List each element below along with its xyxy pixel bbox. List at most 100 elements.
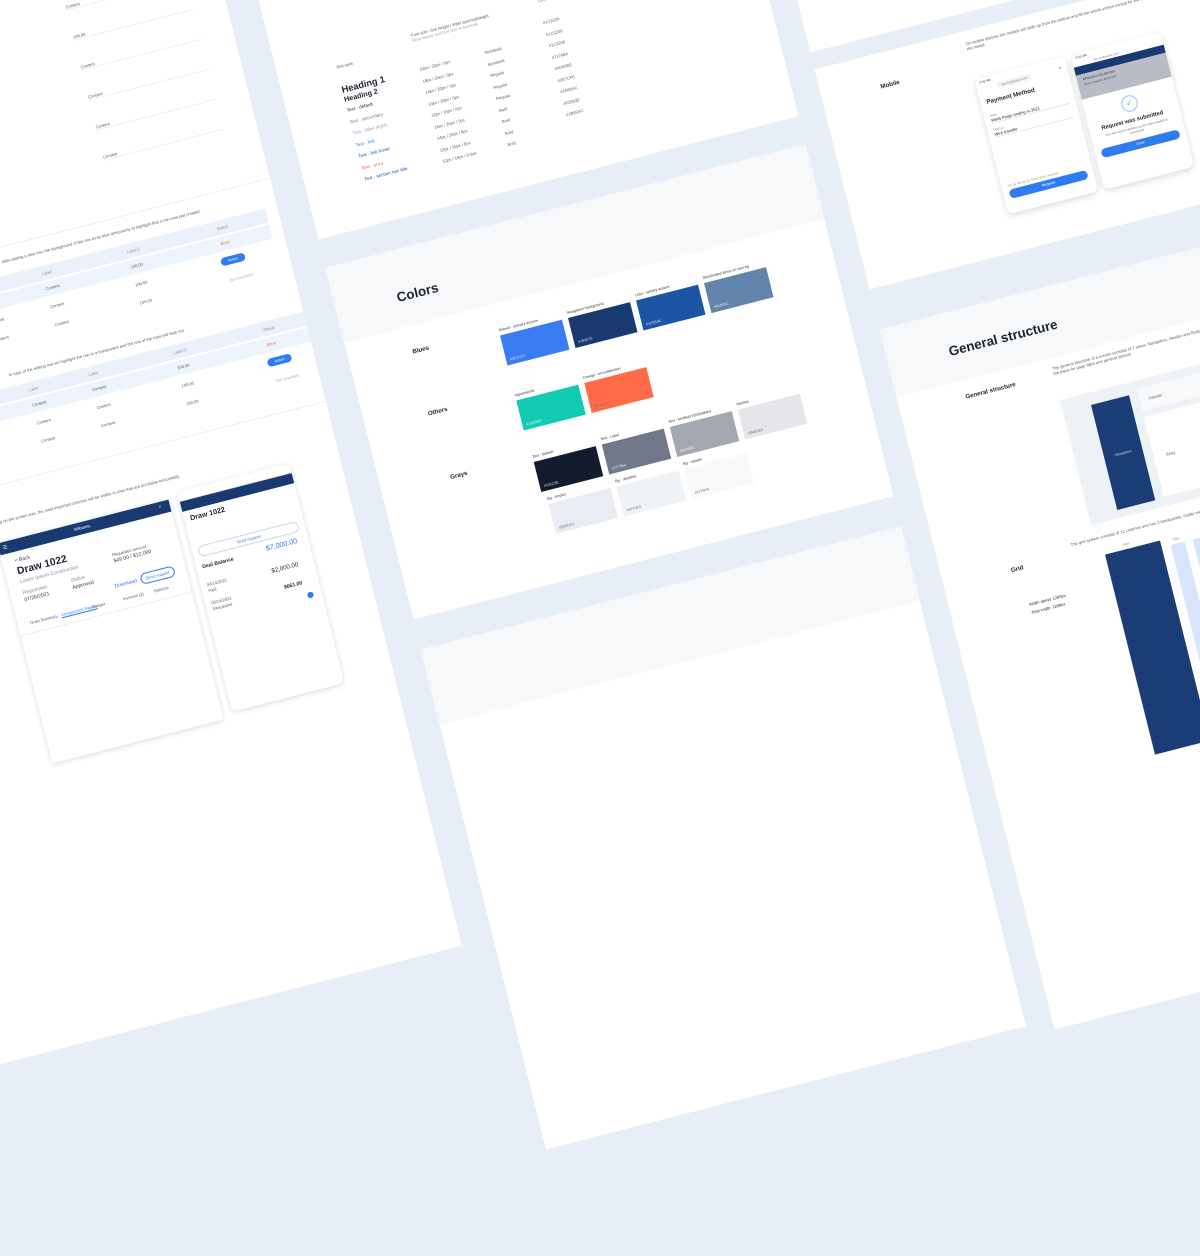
- mobile-send-request-button[interactable]: Send request: [197, 521, 300, 558]
- text-style-sample: Text - link hover: [358, 146, 391, 159]
- group-grays: Grays: [450, 471, 469, 481]
- color-value: #F2563E: [563, 97, 580, 106]
- send-request-button[interactable]: Send request: [139, 565, 176, 585]
- swatch-hex: #E4E6E9: [748, 428, 764, 436]
- color-value: #1B55AC: [560, 85, 578, 94]
- table-header-row: [0, 309, 315, 457]
- table-cell: 100.00: [181, 380, 194, 388]
- swatch-hex: #A4A9B1: [680, 445, 696, 453]
- font-size-value: 18px / 24px / 0px: [422, 71, 454, 84]
- swatch-hex: #FF6B47: [594, 401, 609, 409]
- row-date: 06/14/2021: [206, 577, 227, 587]
- diagram-navigation: Navigation: [1091, 395, 1155, 510]
- swatch-hex: #131C2E: [544, 480, 560, 488]
- mobile-label: Mobile: [880, 80, 901, 91]
- text-style-sample: Text - link: [355, 138, 375, 148]
- table-cell: 100.00: [186, 398, 199, 406]
- group-others: Others: [428, 407, 449, 418]
- font-size-value: 12px / 16px / 0px: [439, 140, 471, 153]
- group-blues: Blues: [412, 345, 430, 355]
- download-link[interactable]: Download: [114, 578, 138, 590]
- status-time: 9:41 AM: [1075, 53, 1087, 60]
- color-value: #1C2230: [545, 28, 563, 37]
- swatch-hex: #F7F8FA: [694, 487, 709, 495]
- font-size-value: 14px / 20px / 0px: [425, 82, 457, 95]
- header-text-style: Text style: [336, 61, 354, 70]
- font-size-value: 14px / 20px / 0px: [433, 117, 465, 130]
- tab[interactable]: Invoices (2): [123, 591, 145, 601]
- weight-value: Regular: [493, 81, 508, 90]
- action-button[interactable]: Action: [220, 252, 246, 266]
- color-value: #1C2230: [548, 39, 566, 48]
- grid-marker: 72px: [1172, 536, 1180, 542]
- table-cell: Content: [50, 301, 65, 310]
- swatch-hex: #3A7CF2: [510, 354, 526, 362]
- table-cell: Not available: [229, 272, 253, 283]
- header-weight: Weight: [476, 13, 490, 21]
- swatch-hex: #EFF2F6: [626, 505, 642, 513]
- font-size-value: 14px / 20px / 0px: [428, 94, 460, 107]
- swatch-hex: #13CBB5: [526, 419, 542, 427]
- mobile-draw-title: Draw 1022: [190, 506, 226, 522]
- check-circle-icon: ✓: [1120, 93, 1140, 113]
- swatch-label: Hairline: [736, 399, 749, 406]
- design-canvas: LabelContentLabel100.00LabelContentLabel…: [0, 0, 13, 10]
- table-cell: Content: [101, 420, 116, 429]
- app-name: Wilbanks: [73, 523, 90, 532]
- table-cell: Content: [36, 417, 51, 426]
- next-section-card: [421, 526, 1026, 1149]
- status-time: 9:41 AM: [979, 78, 991, 85]
- grid-marker: 24px: [1122, 541, 1130, 547]
- general-structure-label: General structure: [965, 382, 1017, 401]
- menu-icon[interactable]: ☰: [2, 544, 8, 551]
- weight-value: Bold: [498, 106, 507, 113]
- text-style-sample: Text - secondary: [349, 111, 383, 124]
- font-size-value: 12px / 16px / 0.5px: [442, 150, 477, 164]
- tab[interactable]: Budget: [92, 601, 106, 609]
- close-icon[interactable]: ×: [1058, 65, 1062, 71]
- table-cell: Content: [41, 435, 56, 444]
- table-cell: Not available: [276, 372, 300, 383]
- text-style-sample: Text - error: [361, 160, 384, 171]
- tab[interactable]: Balance: [154, 585, 170, 594]
- swatch-hex: #1C55A6: [646, 319, 662, 327]
- weight-value: Bold: [504, 129, 513, 136]
- table-cell: Content: [0, 334, 9, 343]
- text-style-sample: Text - default: [346, 101, 373, 113]
- swatch-hex: #193A70: [578, 336, 593, 344]
- table-cell: Content: [0, 316, 5, 325]
- color-value: #71788A: [551, 51, 568, 60]
- form-value[interactable]: 100.00: [73, 4, 195, 41]
- form-value[interactable]: Content: [80, 34, 202, 71]
- weight-value: Regular: [490, 70, 505, 79]
- phone-title: Payment Method: [986, 88, 1036, 106]
- grid-label: Grid: [1011, 565, 1025, 574]
- swatch-hex: #6183AC: [714, 301, 730, 309]
- color-value: #A0A6B2: [554, 62, 572, 71]
- weight-value: Semibold: [487, 57, 505, 66]
- deal-balance-amount: $7,000.00: [265, 538, 298, 553]
- deal-balance-heading: Deal Balance: [202, 556, 235, 570]
- fab-icon[interactable]: [307, 591, 315, 599]
- font-size-value: 12px / 16px / 0px: [431, 105, 463, 118]
- row-label: Paid: [208, 586, 217, 593]
- table-cell: 100.00: [135, 279, 148, 287]
- form-value[interactable]: Content: [88, 64, 210, 101]
- action-button[interactable]: Action: [267, 353, 293, 367]
- font-size-value: 14px / 20px / 0px: [436, 128, 468, 141]
- swatch-hex: #71788A: [612, 463, 627, 471]
- url-bar[interactable]: app.builtspace.com: [997, 74, 1032, 89]
- form-value[interactable]: Content: [103, 124, 225, 161]
- table-cell: Content: [54, 319, 69, 328]
- font-size-value: 24px / 32px / 0px: [419, 59, 451, 72]
- weight-value: Regular: [496, 93, 511, 102]
- form-value[interactable]: Content: [95, 94, 217, 131]
- color-value: #1C2230: [543, 16, 561, 25]
- search-icon[interactable]: ⌕: [158, 504, 162, 511]
- color-value: #2E7CF6: [557, 73, 575, 82]
- table-cell: Content: [96, 402, 111, 411]
- tab[interactable]: Draw Summary: [30, 613, 59, 625]
- swatch-hex: #E9EDF3: [558, 522, 574, 530]
- table-cell: 100.00: [139, 297, 152, 305]
- row-amount: $2,000.00: [271, 562, 299, 575]
